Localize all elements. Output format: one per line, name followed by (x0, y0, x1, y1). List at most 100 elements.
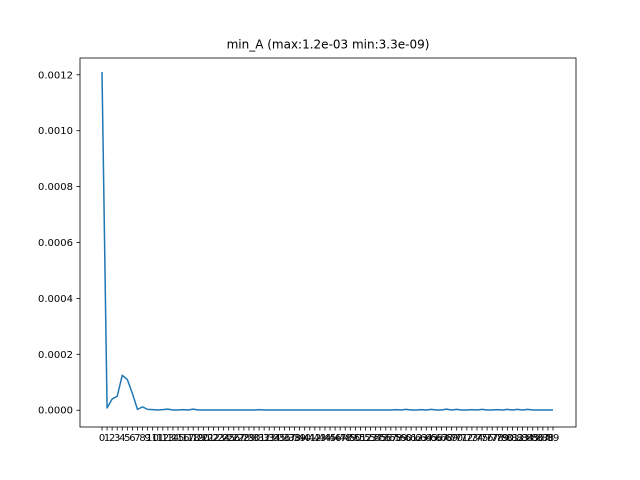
x-tick-label: 46 (329, 433, 342, 444)
y-axis: 0.0000 0.0002 0.0004 0.0006 0.0008 0.0010 0.00… (38, 70, 80, 417)
x-tick-label: 45 (324, 433, 337, 444)
x-tick-label: 32 (258, 433, 271, 444)
x-tick-label: 3 (114, 433, 120, 444)
x-tick-label: 54 (369, 433, 382, 444)
x-tick-label: 39 (293, 433, 306, 444)
y-tick-label: 0.0012 (38, 70, 73, 81)
x-tick-label: 10 (146, 433, 159, 444)
x-tick-label: 29 (243, 433, 256, 444)
x-tick-label: 19 (192, 433, 205, 444)
x-tick-label: 15 (172, 433, 185, 444)
x-tick-label: 85 (526, 433, 539, 444)
x-tick-label: 20 (197, 433, 210, 444)
x-tick-label: 50 (349, 433, 362, 444)
x-tick-label: 37 (283, 433, 296, 444)
x-tick-label: 65 (425, 433, 438, 444)
x-tick-label: 14 (167, 433, 180, 444)
x-tick-label: 57 (384, 433, 397, 444)
y-tick-label: 0.0000 (38, 406, 73, 417)
x-tick-label: 78 (491, 433, 504, 444)
plot-area-frame (79, 57, 577, 428)
x-tick-label: 27 (232, 433, 245, 444)
x-tick-label: 6 (129, 433, 135, 444)
chart-title: min_A (max:1.2e-03 min:3.3e-09) (227, 38, 430, 52)
x-tick-label: 89 (547, 433, 560, 444)
x-tick-label: 55 (374, 433, 387, 444)
x-tick-label: 72 (460, 433, 473, 444)
x-tick-label: 83 (516, 433, 529, 444)
x-tick-label: 49 (344, 433, 357, 444)
x-tick-label: 33 (263, 433, 276, 444)
x-tick-label: 2 (109, 433, 115, 444)
x-tick-label: 38 (288, 433, 301, 444)
x-tick-label: 5 (124, 433, 130, 444)
x-tick-label: 51 (354, 433, 367, 444)
x-tick-label: 58 (390, 433, 403, 444)
x-tick-label: 61 (405, 433, 418, 444)
y-tick-label: 0.0008 (38, 182, 73, 193)
x-tick-label: 34 (268, 433, 281, 444)
x-tick-label: 28 (238, 433, 251, 444)
x-tick-label: 9 (144, 433, 150, 444)
x-tick-label: 26 (227, 433, 240, 444)
x-tick-label: 41 (303, 433, 316, 444)
x-tick-label: 30 (248, 433, 261, 444)
x-tick-label: 66 (430, 433, 443, 444)
x-tick-label: 13 (162, 433, 175, 444)
x-tick-label: 60 (400, 433, 413, 444)
x-tick-label: 4 (119, 433, 125, 444)
x-tick-label: 87 (536, 433, 549, 444)
x-tick-label: 36 (278, 433, 291, 444)
x-tick-label: 59 (395, 433, 408, 444)
x-tick-label: 48 (339, 433, 352, 444)
x-tick-label: 68 (440, 433, 453, 444)
x-tick-label: 43 (314, 433, 327, 444)
x-tick-label: 47 (334, 433, 347, 444)
x-tick-label: 69 (445, 433, 458, 444)
x-tick-label: 79 (496, 433, 509, 444)
x-tick-label: 86 (531, 433, 544, 444)
x-tick-label: 44 (319, 433, 332, 444)
y-tick-label: 0.0002 (38, 350, 73, 361)
x-tick-label: 52 (359, 433, 372, 444)
x-tick-label: 42 (308, 433, 321, 444)
x-tick-label: 73 (466, 433, 479, 444)
x-tick-label: 82 (511, 433, 524, 444)
x-tick-label: 81 (506, 433, 519, 444)
x-tick-label: 8 (139, 433, 145, 444)
x-tick-label: 74 (471, 433, 484, 444)
x-tick-label: 80 (501, 433, 514, 444)
y-tick-label: 0.0006 (38, 238, 73, 249)
x-tick-label: 71 (455, 433, 468, 444)
series-line (101, 71, 553, 411)
x-tick-label: 12 (156, 433, 169, 444)
x-tick-label: 70 (450, 433, 463, 444)
x-tick-label: 77 (486, 433, 499, 444)
x-tick-label: 18 (187, 433, 200, 444)
x-tick-label: 75 (476, 433, 489, 444)
x-tick-label: 24 (217, 433, 230, 444)
x-tick-label: 16 (177, 433, 190, 444)
x-tick-label: 17 (182, 433, 195, 444)
x-tick-label: 88 (542, 433, 555, 444)
x-tick-label: 35 (273, 433, 286, 444)
x-tick-label: 1 (104, 433, 110, 444)
x-tick-label: 53 (364, 433, 377, 444)
x-tick-label: 40 (298, 433, 311, 444)
x-tick-label: 22 (207, 433, 220, 444)
x-tick-label: 23 (212, 433, 225, 444)
x-tick-label: 63 (415, 433, 428, 444)
x-tick-label: 84 (521, 433, 534, 444)
y-tick-label: 0.0010 (38, 126, 73, 137)
x-tick-label: 31 (253, 433, 266, 444)
x-tick-label: 25 (222, 433, 235, 444)
x-tick-label: 7 (134, 433, 140, 444)
x-tick-label: 11 (151, 433, 164, 444)
x-tick-label: 56 (379, 433, 392, 444)
y-tick-label: 0.0004 (38, 294, 73, 305)
x-tick-label: 64 (420, 433, 433, 444)
x-tick-label: 0 (99, 433, 105, 444)
x-axis: 0123456789101112131415161718192021222324… (99, 427, 560, 444)
